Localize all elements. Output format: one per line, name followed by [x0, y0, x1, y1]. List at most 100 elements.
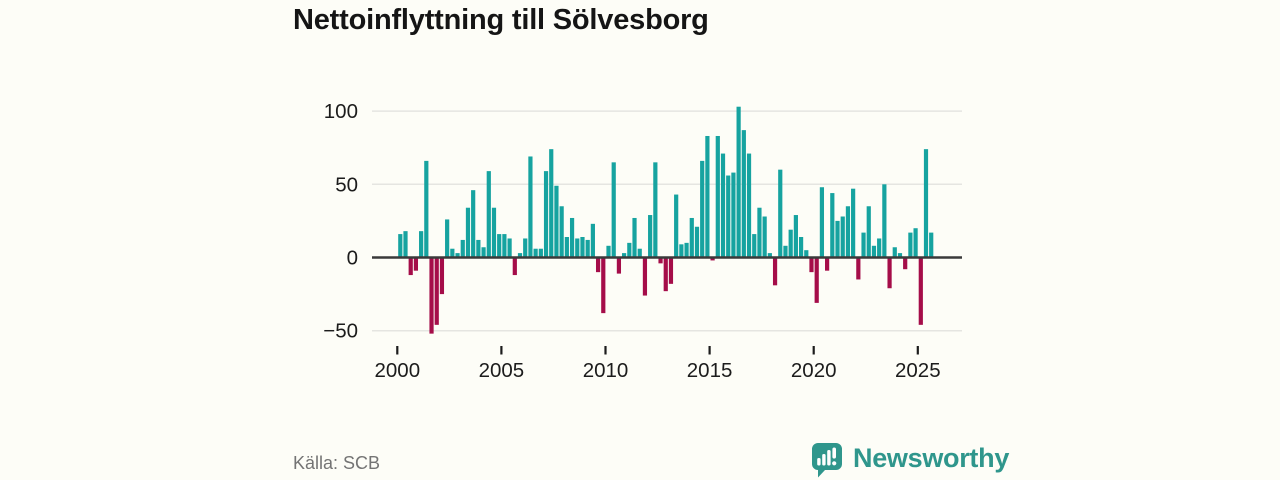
bar-2007q4	[559, 206, 564, 258]
x-axis-label: 2005	[479, 359, 525, 382]
bar-2001q1	[419, 231, 424, 258]
bar-2007q3	[554, 185, 559, 258]
bar-2021q1	[835, 220, 840, 258]
bar-2004q3	[491, 207, 497, 258]
bar-2014q3	[700, 160, 705, 258]
bar-2003q2	[465, 207, 471, 258]
bar-2015q2	[715, 135, 720, 258]
y-axis-label: 50	[335, 173, 358, 196]
bar-2014q2	[694, 226, 700, 258]
bar-2007q1	[543, 171, 549, 258]
y-axis-label: 0	[347, 247, 358, 270]
bar-2016q3	[741, 130, 746, 258]
bar-2003q1	[460, 239, 465, 258]
y-axis-label: 100	[324, 100, 358, 123]
bar-2012q4	[663, 257, 668, 292]
bar-2009q1	[585, 239, 590, 258]
bar-2023q2	[882, 184, 887, 258]
bar-2018q3	[783, 245, 788, 258]
bar-2009q2	[590, 223, 595, 258]
bar-2005q3	[512, 257, 517, 276]
bar-2019q2	[798, 237, 804, 258]
x-axis-label: 2015	[687, 359, 733, 382]
bar-2012q2	[653, 162, 658, 258]
net-migration-bar-chart: 100 50 0 −50 2000 2005 2010 2015 2020 2025	[323, 100, 962, 382]
bar-2025q2	[923, 149, 929, 258]
bar-2023q1	[877, 238, 882, 258]
bar-2025q1	[918, 257, 923, 325]
bar-2002q1	[439, 257, 445, 295]
bar-2000q4	[413, 257, 419, 271]
bar-2013q1	[668, 257, 674, 284]
bar-2013q3	[679, 244, 684, 258]
bar-2012q1	[648, 215, 653, 258]
bar-2003q4	[476, 239, 481, 258]
bar-2008q3	[575, 238, 580, 258]
bar-2015q4	[726, 175, 731, 258]
bar-2022q4	[871, 245, 877, 258]
bar-2006q1	[523, 238, 528, 258]
bar-2021q2	[840, 216, 845, 258]
bar-2000q1	[398, 234, 403, 258]
bar-2017q1	[752, 234, 757, 258]
bar-2024q2	[903, 257, 908, 270]
bar-2011q4	[642, 257, 648, 296]
bar-2020q1	[814, 257, 819, 303]
bar-2009q3	[595, 257, 601, 273]
source-label: Källa: SCB	[293, 453, 381, 473]
x-axis-label: 2010	[583, 359, 629, 382]
bar-2008q1	[564, 237, 569, 258]
bar-2022q2	[861, 232, 866, 258]
bar-2021q3	[845, 206, 851, 258]
bar-2016q2	[736, 106, 741, 258]
bar-2010q3	[616, 257, 622, 274]
y-axis-label: −50	[323, 320, 358, 343]
bar-2012q3	[658, 257, 663, 264]
brand-logo-newsworthy[interactable]: Newsworthy	[810, 441, 1009, 479]
bar-2001q2	[424, 160, 429, 258]
bar-2015q1	[710, 257, 715, 261]
bar-2000q3	[408, 257, 413, 276]
x-axis-label: 2000	[374, 359, 420, 382]
bar-2005q2	[507, 238, 512, 258]
bar-2017q2	[757, 207, 762, 258]
bar-2008q2	[569, 217, 575, 258]
bar-2024q3	[908, 232, 913, 258]
brand-name: Newsworthy	[853, 443, 1010, 473]
bar-2021q4	[851, 188, 856, 258]
bar-2020q3	[825, 257, 830, 271]
bar-2016q1	[731, 172, 736, 258]
bar-2011q1	[627, 242, 632, 258]
bar-2014q4	[705, 135, 710, 258]
bar-2024q4	[913, 228, 918, 258]
bar-2001q4	[434, 257, 439, 325]
bar-2002q3	[450, 248, 455, 258]
bar-2002q4	[455, 253, 460, 258]
bar-2017q4	[767, 253, 772, 258]
bar-2020q4	[830, 193, 835, 258]
bar-2008q4	[580, 237, 585, 258]
bar-2015q3	[720, 153, 726, 258]
x-axis-label: 2020	[791, 359, 837, 382]
bar-2022q1	[856, 257, 861, 280]
bar-2004q2	[486, 171, 491, 258]
bar-2004q4	[497, 234, 502, 258]
bar-2007q2	[549, 149, 554, 258]
bar-2006q2	[528, 156, 533, 258]
bar-2005q1	[502, 234, 507, 258]
newsworthy-speech-bubble-chart-icon	[812, 443, 842, 478]
bar-2022q3	[866, 206, 871, 258]
bar-2010q4	[622, 253, 627, 258]
x-axis-label: 2025	[895, 359, 941, 382]
bar-2004q1	[481, 247, 486, 258]
bar-2006q3	[533, 248, 538, 258]
bar-2016q4	[746, 153, 752, 258]
bar-2002q2	[445, 219, 450, 258]
bar-2005q4	[517, 253, 523, 258]
bar-2010q1	[606, 245, 611, 258]
bar-2018q2	[778, 169, 783, 258]
bar-2003q3	[471, 190, 476, 258]
bar-2024q1	[897, 253, 903, 258]
bar-2017q3	[762, 216, 767, 258]
